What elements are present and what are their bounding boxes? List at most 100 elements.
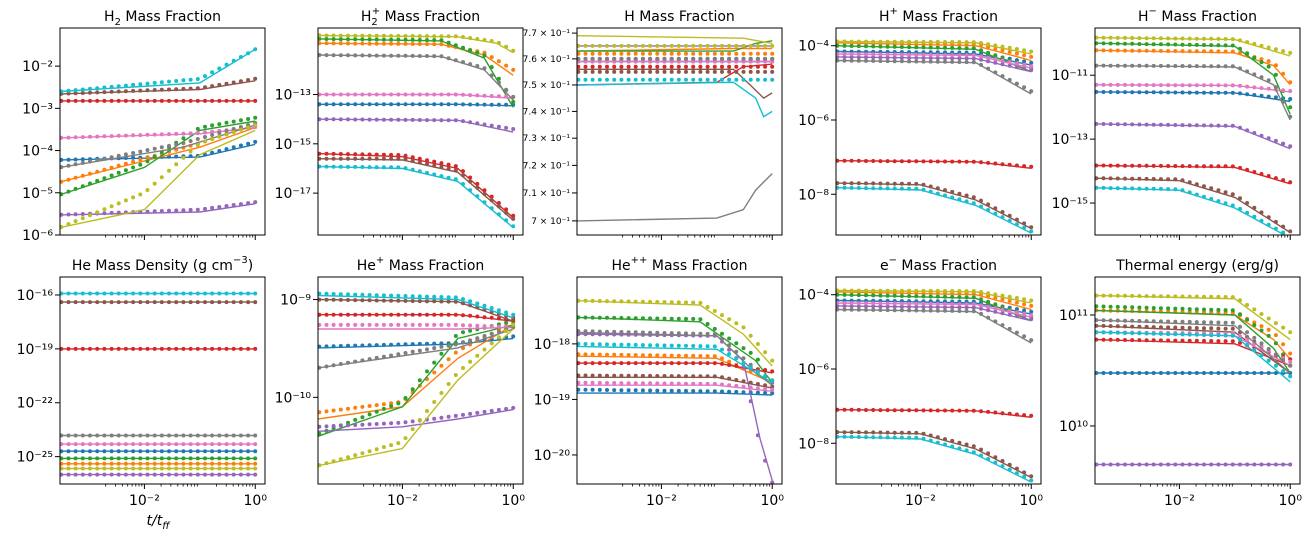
data-point [439, 363, 444, 368]
data-point [331, 117, 336, 122]
data-point [1123, 293, 1127, 298]
x-tick-label: 10⁰ [761, 493, 785, 509]
data-point [907, 181, 912, 186]
data-point [691, 51, 696, 56]
data-point [741, 390, 746, 395]
data-point [360, 358, 365, 363]
data-point [748, 51, 753, 56]
data-point [109, 204, 114, 209]
data-point [871, 55, 876, 60]
data-point [1238, 196, 1242, 201]
data-point [971, 201, 976, 206]
data-point [360, 312, 365, 317]
data-point [131, 151, 136, 155]
data-point [224, 291, 229, 296]
data-point [482, 303, 487, 308]
data-point [374, 422, 379, 426]
data-point [1166, 90, 1171, 95]
axes-frame [576, 276, 783, 485]
plot-area [60, 291, 258, 477]
data-point [1123, 462, 1127, 467]
data-point [324, 364, 329, 369]
data-point [403, 166, 408, 171]
data-point [1173, 36, 1178, 41]
data-point [1187, 180, 1192, 185]
data-point [195, 126, 200, 131]
data-point [1288, 229, 1293, 234]
data-point [181, 98, 186, 103]
data-point [324, 41, 329, 46]
data-point [1166, 371, 1171, 375]
data-point [684, 361, 688, 366]
data-point [684, 51, 688, 56]
data-point [102, 85, 107, 90]
data-point [712, 77, 717, 82]
data-point [849, 301, 854, 306]
data-point [1252, 371, 1257, 375]
data-point [396, 117, 401, 122]
data-point [123, 198, 128, 203]
data-point [1252, 170, 1257, 174]
data-point [253, 200, 258, 205]
series-10-sim-points [836, 185, 1034, 234]
series-6-model-line [1095, 325, 1291, 374]
data-point [1238, 337, 1242, 342]
data-point [605, 352, 609, 357]
data-point [410, 342, 415, 347]
data-point [1259, 75, 1264, 80]
series-7-sim-points [1095, 82, 1293, 93]
data-point [403, 342, 408, 347]
y-tick-label: 10⁻¹⁵ [275, 137, 311, 153]
data-point [892, 288, 897, 293]
data-point [1281, 88, 1286, 93]
data-point [979, 297, 983, 302]
data-point [66, 157, 71, 162]
series-8-model-line [1095, 319, 1291, 374]
data-point [943, 308, 947, 313]
data-point [720, 69, 724, 74]
data-point [878, 301, 883, 306]
data-point [231, 203, 236, 207]
data-point [720, 77, 724, 82]
data-point [727, 389, 732, 394]
data-point [1108, 176, 1113, 181]
data-point [612, 64, 617, 69]
data-point [734, 389, 739, 394]
data-point [633, 56, 638, 61]
data-point [159, 145, 164, 150]
data-point [367, 41, 372, 46]
data-point [734, 321, 739, 326]
data-point [1281, 230, 1286, 235]
data-point [1216, 36, 1221, 41]
data-point [892, 293, 897, 298]
data-point [381, 342, 386, 347]
data-point [957, 302, 962, 307]
data-point [116, 291, 121, 296]
data-point [619, 381, 624, 386]
data-point [181, 466, 186, 471]
data-point [1123, 48, 1127, 53]
data-point [640, 64, 645, 69]
data-point [971, 56, 976, 61]
data-point [986, 315, 991, 320]
data-point [763, 374, 768, 378]
data-point [217, 433, 222, 438]
data-point [1194, 307, 1199, 312]
data-point [318, 92, 322, 97]
data-point [1202, 43, 1206, 47]
data-point [836, 52, 840, 56]
data-point [1029, 164, 1034, 169]
data-point [619, 56, 624, 61]
data-point [138, 346, 143, 351]
data-point [131, 346, 136, 351]
y-tick-label: 7.6 × 10⁻¹ [523, 55, 571, 65]
data-point [318, 344, 322, 349]
data-point [727, 64, 732, 69]
data-point [131, 165, 136, 170]
data-point [353, 152, 358, 157]
data-point [1029, 54, 1034, 59]
data-point [698, 381, 703, 386]
data-point [188, 466, 193, 471]
data-point [885, 435, 890, 440]
data-point [1029, 64, 1034, 69]
